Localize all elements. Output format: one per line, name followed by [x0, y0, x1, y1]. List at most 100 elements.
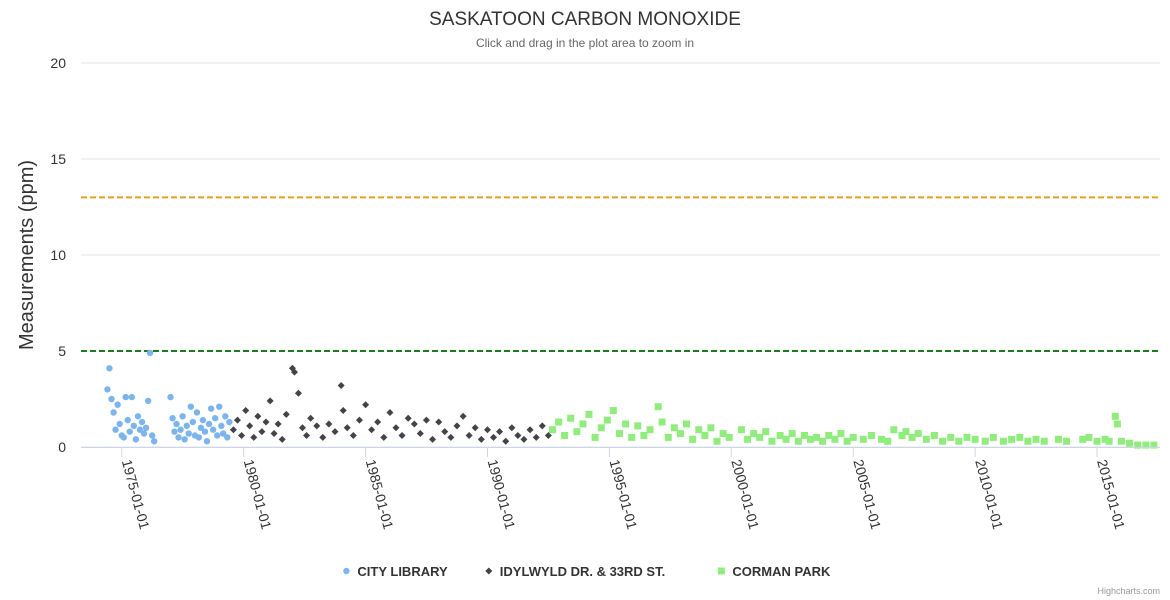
data-point[interactable]	[173, 420, 180, 428]
data-point[interactable]	[981, 437, 989, 445]
data-point[interactable]	[392, 424, 400, 432]
data-point[interactable]	[226, 418, 233, 426]
credits[interactable]: Highcharts.com	[1097, 586, 1160, 596]
data-point[interactable]	[189, 418, 197, 426]
data-point[interactable]	[207, 405, 215, 412]
data-point[interactable]	[867, 431, 875, 439]
data-point[interactable]	[902, 428, 910, 436]
data-point[interactable]	[585, 410, 593, 418]
data-point[interactable]	[971, 435, 979, 443]
data-point[interactable]	[744, 435, 752, 443]
data-point[interactable]	[110, 409, 117, 416]
legend-item[interactable]: CORMAN PARK	[717, 564, 831, 579]
data-point[interactable]	[1054, 435, 1062, 443]
data-point[interactable]	[483, 426, 491, 434]
data-point[interactable]	[878, 435, 886, 443]
data-point[interactable]	[233, 416, 241, 424]
legend-label[interactable]: CITY LIBRARY	[357, 564, 448, 579]
data-point[interactable]	[219, 430, 227, 437]
data-point[interactable]	[813, 433, 821, 441]
data-point[interactable]	[453, 422, 461, 430]
data-point[interactable]	[1111, 412, 1119, 420]
data-point[interactable]	[222, 413, 229, 420]
data-point[interactable]	[471, 424, 479, 432]
data-point[interactable]	[1134, 441, 1142, 449]
data-point[interactable]	[508, 424, 516, 432]
data-point[interactable]	[549, 426, 557, 434]
data-point[interactable]	[355, 416, 363, 424]
data-point[interactable]	[130, 422, 138, 430]
data-point[interactable]	[179, 413, 186, 420]
data-point[interactable]	[211, 415, 219, 422]
data-point[interactable]	[150, 438, 158, 445]
data-point[interactable]	[416, 430, 424, 438]
data-point[interactable]	[242, 407, 250, 415]
data-point[interactable]	[561, 431, 569, 439]
data-point[interactable]	[108, 395, 115, 403]
data-point[interactable]	[1113, 420, 1121, 428]
data-point[interactable]	[806, 435, 814, 443]
data-point[interactable]	[404, 414, 412, 422]
data-point[interactable]	[825, 431, 833, 439]
data-point[interactable]	[132, 436, 140, 443]
data-point[interactable]	[908, 433, 916, 441]
data-point[interactable]	[939, 437, 947, 445]
data-point[interactable]	[429, 435, 437, 443]
data-point[interactable]	[294, 389, 302, 397]
data-point[interactable]	[398, 431, 406, 439]
data-point[interactable]	[274, 420, 282, 428]
data-point[interactable]	[120, 434, 127, 441]
data-point[interactable]	[1150, 441, 1158, 449]
data-point[interactable]	[496, 428, 504, 436]
data-point[interactable]	[246, 422, 254, 430]
data-point[interactable]	[502, 437, 510, 445]
data-point[interactable]	[947, 433, 955, 441]
data-point[interactable]	[819, 437, 827, 445]
legend-marker[interactable]	[343, 567, 350, 575]
data-point[interactable]	[299, 424, 307, 432]
data-point[interactable]	[270, 430, 278, 438]
data-point[interactable]	[386, 408, 394, 416]
data-point[interactable]	[646, 426, 654, 434]
data-point[interactable]	[676, 430, 684, 438]
data-point[interactable]	[112, 426, 119, 433]
data-point[interactable]	[126, 428, 133, 435]
data-point[interactable]	[238, 431, 246, 439]
data-point[interactable]	[187, 403, 195, 410]
data-point[interactable]	[122, 393, 129, 401]
data-point[interactable]	[634, 422, 642, 430]
data-point[interactable]	[890, 426, 898, 434]
data-point[interactable]	[374, 418, 382, 426]
data-point[interactable]	[1063, 437, 1071, 445]
legend-label[interactable]: CORMAN PARK	[732, 564, 831, 579]
data-point[interactable]	[1117, 437, 1125, 445]
data-point[interactable]	[201, 428, 209, 435]
data-point[interactable]	[368, 426, 376, 434]
data-point[interactable]	[224, 434, 231, 441]
data-point[interactable]	[609, 407, 617, 415]
data-point[interactable]	[914, 430, 922, 438]
data-point[interactable]	[331, 428, 339, 436]
data-point[interactable]	[1105, 437, 1113, 445]
data-point[interactable]	[1125, 439, 1133, 447]
data-point[interactable]	[213, 432, 221, 439]
data-point[interactable]	[922, 435, 930, 443]
data-point[interactable]	[782, 435, 790, 443]
data-point[interactable]	[349, 431, 357, 439]
data-point[interactable]	[640, 431, 648, 439]
data-point[interactable]	[538, 422, 546, 430]
data-point[interactable]	[591, 433, 599, 441]
data-point[interactable]	[278, 435, 286, 443]
data-point[interactable]	[573, 428, 581, 436]
data-point[interactable]	[175, 434, 182, 441]
data-point[interactable]	[737, 426, 745, 434]
data-point[interactable]	[963, 433, 971, 441]
data-point[interactable]	[258, 428, 266, 436]
legend-item[interactable]: IDYLWYLD DR. & 33RD ST.	[485, 564, 665, 579]
data-point[interactable]	[615, 430, 623, 438]
data-point[interactable]	[567, 414, 575, 422]
data-point[interactable]	[794, 437, 802, 445]
data-point[interactable]	[167, 393, 174, 401]
data-point[interactable]	[181, 436, 188, 443]
data-point[interactable]	[124, 416, 131, 424]
